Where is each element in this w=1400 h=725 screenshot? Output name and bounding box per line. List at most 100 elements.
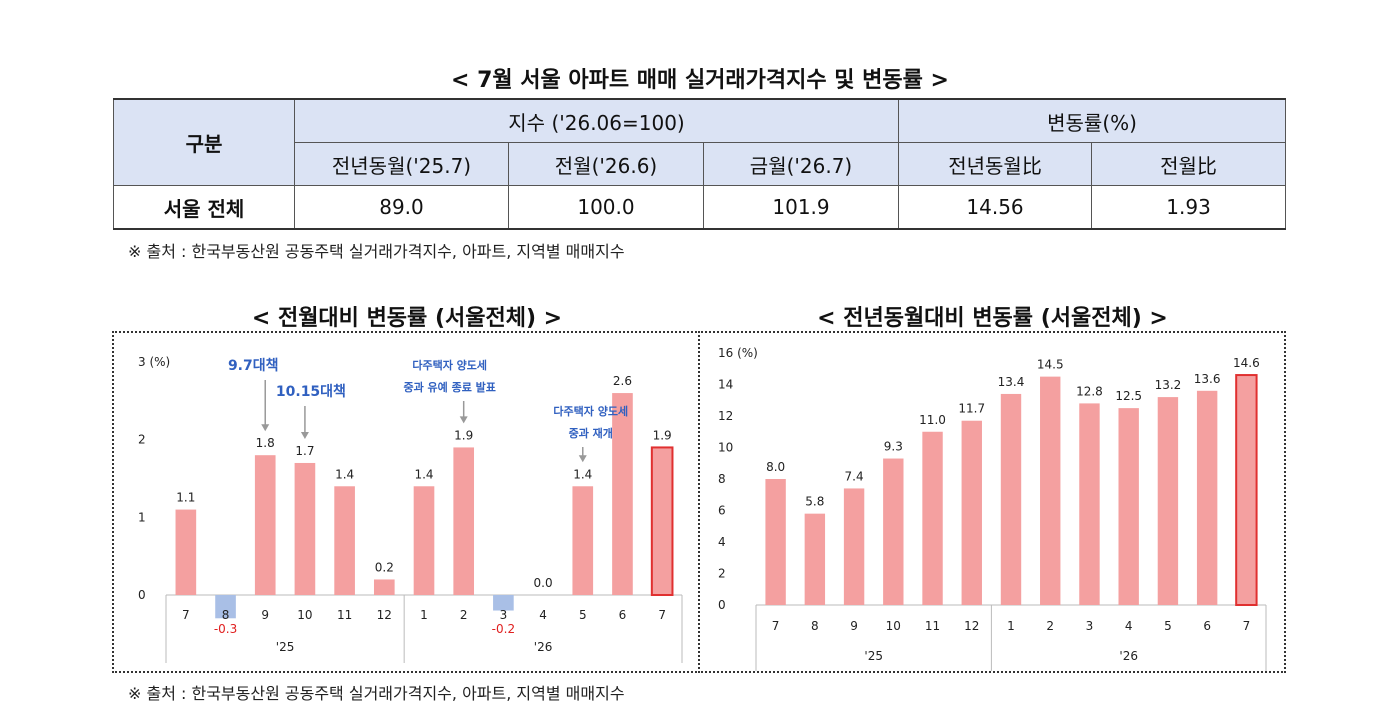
chart-mom-ytick-label: 2: [138, 433, 146, 447]
chart-yoy-category-label: 11: [925, 619, 940, 633]
chart-yoy-bar: [1079, 403, 1100, 605]
chart-yoy-value-label: 12.5: [1115, 389, 1142, 403]
chart-yoy-category-label: 3: [1086, 619, 1094, 633]
chart-mom-category-label: 10: [297, 608, 312, 622]
header-prev-year: 전년동월('25.7): [294, 142, 509, 186]
chart-mom-value-label: 0.0: [534, 576, 553, 590]
chart-yoy-bar: [1040, 376, 1061, 605]
chart-yoy: 0 2 4 6 8 10 12 14 16 (%) '25'26 8.0 7 5.8 8 7.4 9 9.3 10…: [698, 331, 1286, 673]
index-table: 구분 지수 ('26.06=100) 변동률(%) 전년동월('25.7) 전월…: [113, 98, 1287, 230]
chart-yoy-category-label: 5: [1164, 619, 1172, 633]
chart-mom-value-label: 2.6: [613, 374, 632, 388]
chart-yoy-category-label: 1: [1007, 619, 1015, 633]
chart-mom-category-label: 11: [337, 608, 352, 622]
chart-mom-bar: [334, 486, 355, 595]
chart-mom-category-label: 12: [377, 608, 392, 622]
chart-yoy-category-label: 7: [772, 619, 780, 633]
chart-mom-category-label: 9: [261, 608, 269, 622]
chart-mom-value-label: 1.4: [335, 467, 354, 481]
chart-yoy-ytick-label: 2: [718, 567, 726, 581]
chart-yoy-category-label: 12: [964, 619, 979, 633]
chart-yoy-value-label: 11.7: [958, 402, 985, 416]
chart-mom-bar: [612, 393, 633, 595]
chart-yoy-bar: [804, 513, 826, 605]
chart-mom-bar: [373, 579, 395, 595]
header-gubun: 구분: [113, 98, 295, 186]
chart-yoy-ytick-label: 14: [718, 378, 733, 392]
chart-mom-bar: [453, 447, 475, 595]
page-title: < 7월 서울 아파트 매매 실거래가격지수 및 변동률 >: [450, 68, 949, 93]
chart-yoy-bar: [843, 488, 865, 605]
chart-mom-value-label: 1.4: [414, 467, 433, 481]
chart-yoy-category-label: 4: [1125, 619, 1133, 633]
chart-mom-value-label: 0.2: [375, 560, 394, 574]
chart-mom-category-label: 4: [539, 608, 547, 622]
chart-yoy-value-label: 12.8: [1076, 384, 1103, 398]
chart-yoy-value-label: 11.0: [919, 413, 946, 427]
chart-mom-annotation-text: 중과 재개: [569, 426, 613, 440]
header-index-group: 지수 ('26.06=100): [293, 98, 900, 143]
chart-yoy-category-label: 2: [1046, 619, 1054, 633]
chart-yoy-ytick-label: 16 (%): [718, 346, 758, 360]
chart-mom-value-label: 1.1: [176, 491, 195, 505]
chart-yoy-bar: [1000, 393, 1022, 605]
chart-mom-annotation-text: 9.7대책: [228, 358, 279, 374]
cell-mom: 1.93: [1091, 185, 1287, 230]
chart-yoy-year-label: '25: [864, 649, 883, 663]
chart-mom-value-label: -0.3: [214, 622, 237, 636]
chart-yoy-category-label: 7: [1243, 619, 1251, 633]
chart-yoy-bar: [922, 431, 943, 605]
chart-mom-annotation-arrowhead: [578, 455, 587, 463]
header-change-group: 변동률(%): [898, 98, 1287, 143]
chart-yoy-category-label: 9: [850, 619, 858, 633]
chart-mom-bar: [413, 486, 435, 595]
chart-mom-annotation-text: 중과 유예 종료 발표: [403, 380, 495, 394]
chart-yoy-bar: [1196, 390, 1218, 605]
chart-yoy-category-label: 10: [886, 619, 901, 633]
chart-mom-category-label: 6: [619, 608, 627, 622]
chart-yoy-ytick-label: 6: [718, 504, 726, 518]
header-mom: 전월比: [1091, 142, 1287, 186]
header-yoy: 전년동월比: [898, 142, 1093, 186]
chart-yoy-bar: [1157, 397, 1179, 605]
chart-mom-bar: [493, 595, 514, 611]
chart-mom-bar: [650, 446, 674, 596]
cell-prev-month: 100.0: [508, 185, 704, 230]
chart-yoy-value-label: 13.2: [1155, 378, 1182, 392]
header-current-month: 금월('26.7): [702, 142, 900, 186]
source-note-bottom: ※ 출처 : 한국부동산원 공동주택 실거래가격지수, 아파트, 지역별 매매지…: [128, 684, 625, 703]
chart-mom-category-label: 7: [658, 608, 666, 622]
chart-yoy-ytick-label: 12: [718, 409, 733, 423]
chart-mom-category-label: 5: [579, 608, 587, 622]
chart-mom-year-label: '26: [534, 640, 553, 654]
chart-yoy-category-label: 6: [1203, 619, 1211, 633]
chart-mom-value-label: 1.9: [454, 428, 473, 442]
chart-mom-category-label: 3: [500, 608, 508, 622]
chart-mom-bar: [254, 455, 276, 595]
chart-mom-value-label: -0.2: [492, 622, 515, 636]
chart-mom-ytick-label: 0: [138, 588, 146, 602]
chart-yoy-value-label: 8.0: [766, 460, 785, 474]
chart-yoy-ytick-label: 4: [718, 535, 726, 549]
chart-yoy-category-label: 8: [811, 619, 819, 633]
row-label: 서울 전체: [113, 185, 295, 230]
chart-yoy-bar: [961, 420, 982, 605]
chart-mom-annotation-arrowhead: [261, 424, 270, 432]
chart-mom-value-label: 1.9: [653, 428, 672, 442]
chart-yoy-value-label: 9.3: [884, 440, 903, 454]
source-note: ※ 출처 : 한국부동산원 공동주택 실거래가격지수, 아파트, 지역별 매매지…: [128, 242, 625, 261]
cell-yoy: 14.56: [898, 185, 1093, 230]
chart-yoy-value-label: 13.6: [1194, 372, 1221, 386]
chart-yoy-value-label: 5.8: [805, 495, 824, 509]
chart-mom-bar: [175, 509, 197, 595]
chart-yoy-ytick-label: 0: [718, 598, 726, 612]
chart-yoy-year-label: '26: [1119, 649, 1138, 663]
chart-mom-year-label: '25: [276, 640, 295, 654]
chart-mom-category-label: 8: [222, 608, 230, 622]
chart-mom-ytick-label: 3 (%): [138, 355, 170, 369]
chart-mom-title: < 전월대비 변동률 (서울전체) >: [251, 306, 563, 331]
chart-yoy-value-label: 13.4: [998, 375, 1025, 389]
chart-mom-category-label: 7: [182, 608, 190, 622]
